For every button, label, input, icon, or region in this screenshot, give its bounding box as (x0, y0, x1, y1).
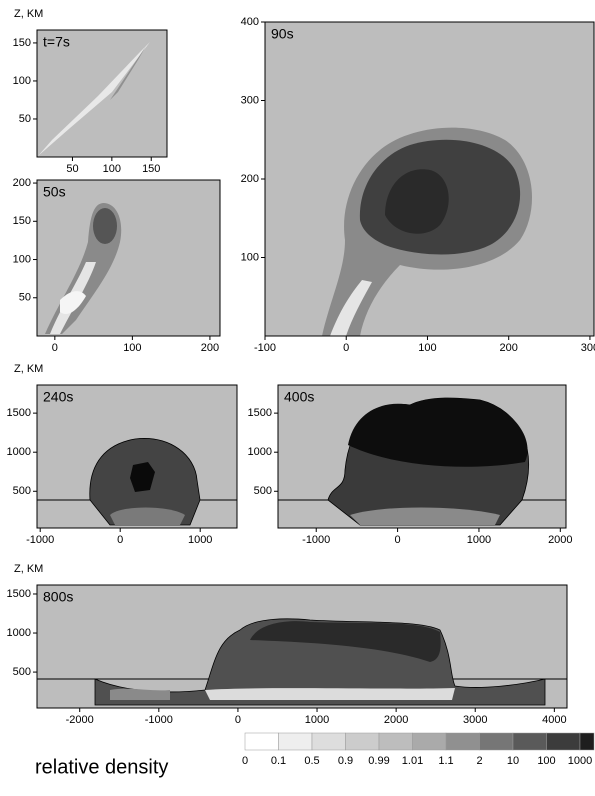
y-tick-label: 100 (13, 75, 31, 87)
x-tick-label: 200 (201, 342, 219, 354)
color-swatch (245, 733, 279, 750)
x-tick-label: 1000 (467, 534, 491, 546)
y-axis-label: Z, KM (14, 363, 43, 375)
x-tick-label: 0 (343, 342, 349, 354)
y-tick-label: 1000 (7, 627, 31, 639)
y-tick-label: 150 (13, 37, 31, 49)
y-tick-label: 200 (241, 173, 259, 185)
color-swatch (513, 733, 547, 750)
x-tick-label: 0 (395, 534, 401, 546)
y-tick-label: 1500 (7, 407, 31, 419)
panel-label: 50s (43, 184, 66, 200)
colorbar-label: 0 (242, 755, 248, 767)
y-tick-label: 100 (241, 251, 259, 263)
colorbar-label: 10 (507, 755, 519, 767)
panel-label: t=7s (43, 34, 70, 50)
y-tick-label: 300 (241, 94, 259, 106)
colorbar-label: 0.9 (338, 755, 353, 767)
y-tick-label: 100 (13, 253, 31, 265)
x-tick-label: 100 (123, 342, 141, 354)
x-tick-label: -1000 (26, 534, 54, 546)
y-tick-label: 200 (13, 177, 31, 189)
panel-label: 90s (271, 26, 294, 42)
x-tick-label: 300 (581, 342, 595, 354)
x-tick-label: 0 (117, 534, 123, 546)
y-tick-label: 50 (19, 292, 31, 304)
panel-label: 240s (43, 389, 73, 405)
panel-label: 800s (43, 589, 73, 605)
colorbar-label: 1.1 (438, 755, 453, 767)
colorbar-label: 1.01 (402, 755, 423, 767)
x-tick-label: 0 (235, 714, 241, 726)
y-axis-label: Z, KM (14, 8, 43, 20)
x-tick-label: 1000 (305, 714, 329, 726)
y-tick-label: 1500 (7, 588, 31, 600)
y-tick-label: 500 (13, 485, 31, 497)
x-tick-label: -1000 (302, 534, 330, 546)
y-tick-label: 50 (19, 113, 31, 125)
x-tick-label: 100 (103, 163, 121, 175)
y-axis-label: Z, KM (14, 563, 43, 575)
y-tick-label: 1500 (248, 407, 272, 419)
x-tick-label: -2000 (66, 714, 94, 726)
color-swatch (413, 733, 447, 750)
color-swatch (346, 733, 380, 750)
colorbar-label: 0.1 (271, 755, 286, 767)
colorbar-label: 0.5 (304, 755, 319, 767)
contour (93, 208, 117, 244)
x-tick-label: -1000 (145, 714, 173, 726)
y-tick-label: 400 (241, 16, 259, 28)
y-tick-label: 150 (13, 215, 31, 227)
colorbar-label: 2 (476, 755, 482, 767)
x-tick-label: 2000 (548, 534, 572, 546)
x-tick-label: -100 (254, 342, 276, 354)
x-tick-label: 3000 (463, 714, 487, 726)
x-tick-label: 100 (418, 342, 436, 354)
color-swatch (446, 733, 480, 750)
color-swatch (547, 733, 581, 750)
x-tick-label: 4000 (542, 714, 566, 726)
color-swatch (480, 733, 514, 750)
x-tick-label: 1000 (188, 534, 212, 546)
x-tick-label: 50 (66, 163, 78, 175)
panel-label: 400s (284, 389, 314, 405)
figure: 5010015050100150t=7sZ, KM010020050100150… (0, 0, 595, 796)
colorbar-title: relative density (35, 756, 168, 778)
colorbar-label: 1000 (568, 755, 592, 767)
color-swatch (379, 733, 413, 750)
x-tick-label: 2000 (384, 714, 408, 726)
y-tick-label: 500 (254, 485, 272, 497)
color-swatch (312, 733, 346, 750)
color-swatch (279, 733, 313, 750)
y-tick-label: 1000 (7, 446, 31, 458)
y-tick-label: 500 (13, 666, 31, 678)
colorbar-label: 0.99 (368, 755, 389, 767)
x-tick-label: 0 (52, 342, 58, 354)
color-swatch (580, 733, 594, 750)
x-tick-label: 200 (500, 342, 518, 354)
x-tick-label: 150 (142, 163, 160, 175)
colorbar-label: 100 (537, 755, 555, 767)
y-tick-label: 1000 (248, 446, 272, 458)
contour (205, 688, 455, 700)
